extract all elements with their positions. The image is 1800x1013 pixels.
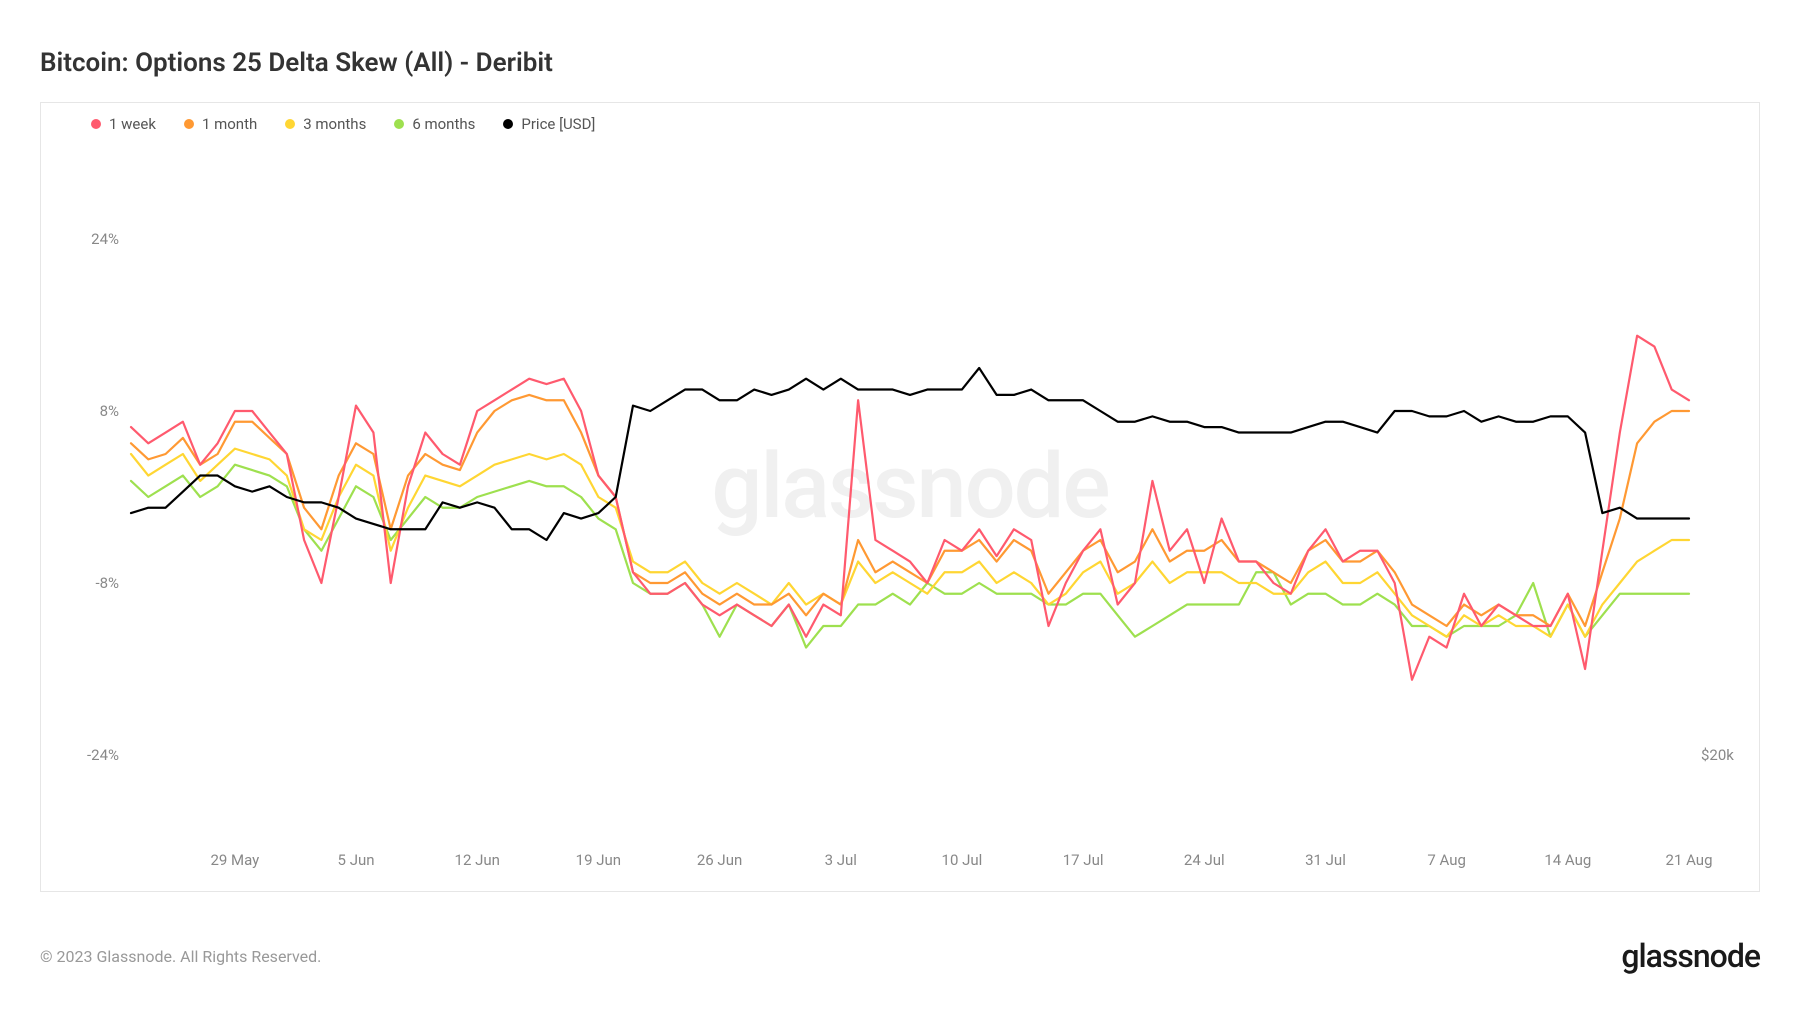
chart-container: 1 week 1 month 3 months 6 months Price [USD]… [40,102,1760,892]
legend-item: Price [USD] [503,115,595,133]
y2-axis-label: $20k [1689,746,1734,764]
chart-svg [131,153,1689,841]
x-axis-label: 3 Jul [825,841,857,869]
x-axis-label: 7 Aug [1427,841,1466,869]
x-axis-label: 31 Jul [1305,841,1346,869]
x-axis-label: 17 Jul [1063,841,1104,869]
legend-dot [503,119,513,129]
legend-item: 3 months [285,115,366,133]
series-line [131,336,1689,680]
legend-dot [394,119,404,129]
footer: © 2023 Glassnode. All Rights Reserved. g… [40,937,1760,975]
legend-item: 6 months [394,115,475,133]
copyright-text: © 2023 Glassnode. All Rights Reserved. [40,947,321,966]
x-axis-label: 19 Jun [576,841,621,869]
y-axis-label: 8% [100,402,131,420]
legend: 1 week 1 month 3 months 6 months Price [USD] [41,115,1759,133]
plot-area: glassnode 24%8%-8%-24%$20k29 May5 Jun12 … [131,153,1689,841]
legend-dot [285,119,295,129]
x-axis-label: 10 Jul [942,841,983,869]
legend-label: 1 month [202,115,257,133]
x-axis-label: 26 Jun [697,841,742,869]
x-axis-label: 29 May [210,841,259,869]
legend-item: 1 month [184,115,257,133]
y-axis-label: -24% [87,746,131,764]
y-axis-label: -8% [95,574,131,592]
x-axis-label: 5 Jun [338,841,375,869]
legend-label: 1 week [109,115,156,133]
legend-dot [184,119,194,129]
x-axis-label: 21 Aug [1666,841,1713,869]
brand-logo: glassnode [1621,937,1760,975]
y-axis-label: 24% [91,230,131,248]
chart-title: Bitcoin: Options 25 Delta Skew (All) - D… [40,48,1760,78]
legend-label: 3 months [303,115,366,133]
series-line [131,449,1689,637]
legend-item: 1 week [91,115,156,133]
legend-label: Price [USD] [521,115,595,133]
x-axis-label: 24 Jul [1184,841,1225,869]
x-axis-label: 14 Aug [1544,841,1591,869]
legend-label: 6 months [412,115,475,133]
series-line [131,395,1689,626]
x-axis-label: 12 Jun [455,841,500,869]
series-line [131,368,1689,540]
legend-dot [91,119,101,129]
